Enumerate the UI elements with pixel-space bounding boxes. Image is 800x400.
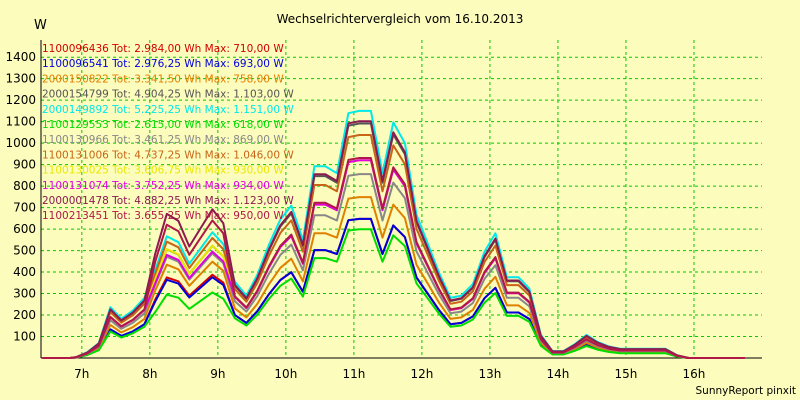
y-tick-label: 800 [13, 179, 36, 193]
y-tick-label: 600 [13, 222, 36, 236]
legend-entry-1100096541: 1100096541 Tot: 2.976,25 Wh Max: 693,00 … [42, 58, 284, 70]
legend-entry-1100131006: 1100131006 Tot: 4.737,25 Wh Max: 1.046,0… [42, 149, 294, 161]
plot-area: 100 200 300 400 500 600 700 800 900 1000 1100 1200 1… [5, 40, 762, 381]
x-tick-label: 7h [74, 367, 89, 381]
x-tick-label: 14h [547, 367, 570, 381]
y-tick-label: 700 [13, 201, 36, 215]
x-tick-label: 9h [210, 367, 225, 381]
x-tick-label: 12h [410, 367, 433, 381]
legend-entry-1100096436: 1100096436 Tot: 2.984,00 Wh Max: 710,00 … [42, 43, 284, 55]
y-tick-label: 1400 [5, 50, 36, 64]
y-tick-label: 1000 [5, 136, 36, 150]
legend-entry-1100131074: 1100131074 Tot: 3.752,25 Wh Max: 934,00 … [42, 180, 284, 192]
y-tick-label: 1100 [5, 115, 36, 129]
x-tick-label: 16h [683, 367, 706, 381]
y-tick-label: 500 [13, 244, 36, 258]
legend-entry-1100130025: 1100130025 Tot: 3.606,75 Wh Max: 930,00 … [42, 165, 284, 177]
x-tick-label: 8h [142, 367, 157, 381]
legend-entry-2000154799: 2000154799 Tot: 4.904,25 Wh Max: 1.103,0… [42, 89, 294, 101]
y-tick-label: 1300 [5, 72, 36, 86]
series-line-2000001478 [42, 120, 745, 359]
legend-entry-2000001478: 2000001478 Tot: 4.882,25 Wh Max: 1.123,0… [42, 195, 294, 207]
y-axis-label: W [34, 18, 47, 33]
series-line-1100129553 [42, 228, 745, 359]
legend-entry-1100213451: 1100213451 Tot: 3.655,25 Wh Max: 950,00 … [42, 210, 284, 222]
x-tick-label: 15h [615, 367, 638, 381]
legend-entry-1100130966: 1100130966 Tot: 3.461,25 Wh Max: 869,00 … [42, 134, 284, 146]
x-tick-label: 13h [478, 367, 501, 381]
y-tick-label: 200 [13, 308, 36, 322]
y-tick-label: 100 [13, 330, 36, 344]
footer-credit: SunnyReport pinxit [696, 385, 796, 397]
y-tick-label: 300 [13, 287, 36, 301]
legend-entry-1100129553: 1100129553 Tot: 2.615,00 Wh Max: 618,00 … [42, 119, 284, 131]
chart-title: Wechselrichtervergleich vom 16.10.2013 [277, 12, 524, 26]
y-tick-label: 1200 [5, 93, 36, 107]
y-tick-label: 900 [13, 158, 36, 172]
series-line-1100213451 [42, 157, 745, 359]
legend-entry-2000150822: 2000150822 Tot: 3.341,50 Wh Max: 758,00 … [42, 73, 284, 85]
legend-entry-2000149892: 2000149892 Tot: 5.225,25 Wh Max: 1.151,0… [42, 104, 294, 116]
y-tick-label: 400 [13, 265, 36, 279]
x-tick-label: 10h [274, 367, 297, 381]
x-tick-label: 11h [342, 367, 365, 381]
legend: 1100096436 Tot: 2.984,00 Wh Max: 710,00 … [42, 43, 294, 222]
